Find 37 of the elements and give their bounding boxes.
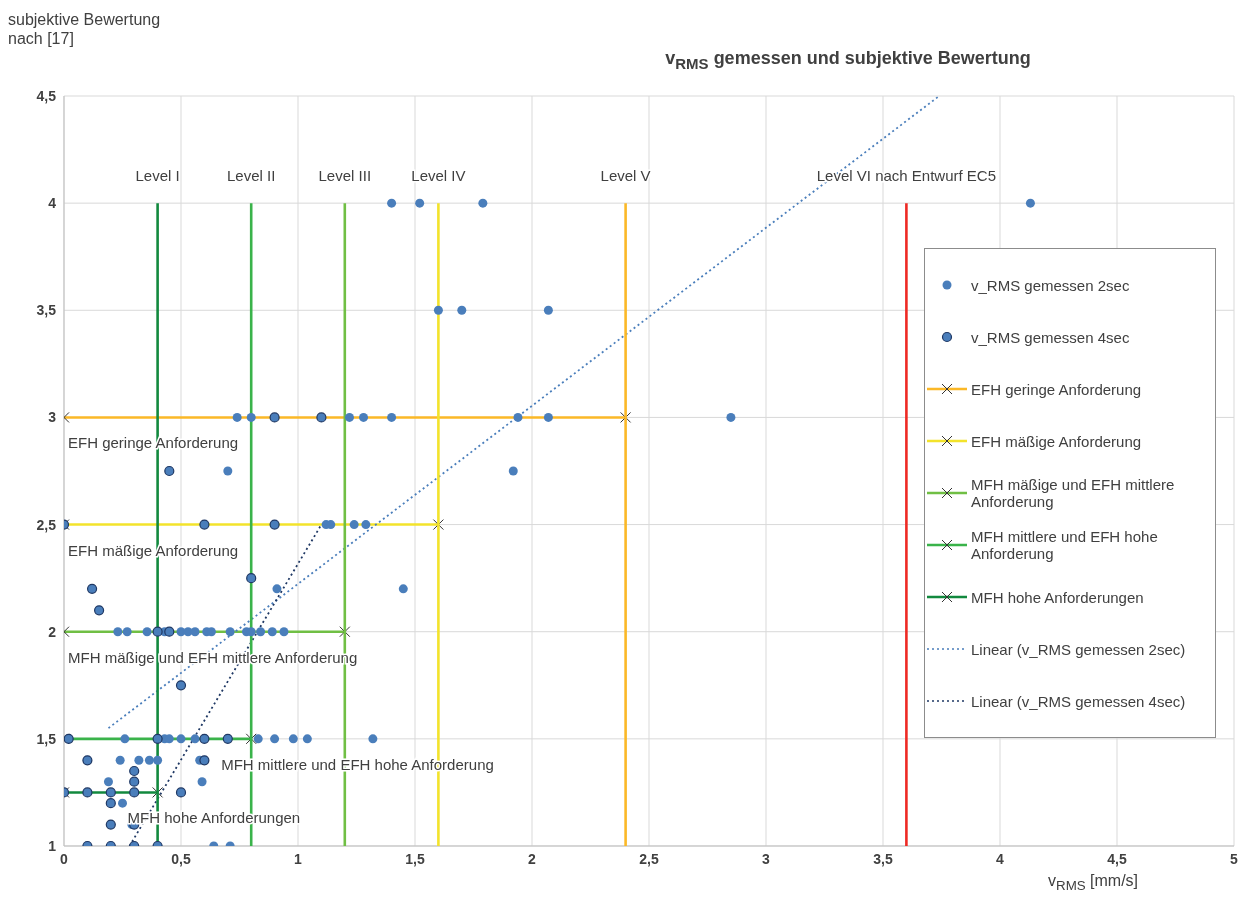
y-tick-label: 4 [48, 195, 57, 212]
x-tick-label: 2,5 [639, 850, 659, 867]
annotation: Level III [318, 167, 372, 185]
annotation: Level VI nach Entwurf EC5 [816, 167, 997, 185]
legend-label: EFH geringe Anforderung [971, 380, 1142, 398]
legend-label: MFH mittlere und EFH hohe Anforderung [971, 528, 1159, 562]
x-tick-label: 5 [1230, 850, 1239, 867]
x-axis-title: v$_{RMS}$ [mm/s] [1048, 872, 1139, 894]
x-tick-label: 2 [528, 850, 537, 867]
x-tick-label: 3,5 [873, 850, 893, 867]
x-tick-label: 1 [294, 850, 303, 867]
legend-label: MFH hohe Anforderungen [971, 588, 1144, 606]
x-tick-label: 1,5 [405, 850, 425, 867]
legend-label: EFH mäßige Anforderung [971, 432, 1142, 450]
annotation: Level V [600, 167, 651, 185]
annotation: Level IV [411, 167, 466, 185]
y-tick-label: 3 [48, 409, 57, 426]
annotation: Level I [135, 167, 180, 185]
x-tick-label: 3 [762, 850, 771, 867]
legend-label: v_RMS gemessen 4sec [971, 328, 1130, 346]
y-tick-label: 2 [48, 623, 57, 640]
x-tick-label: 0 [60, 850, 69, 867]
chart-title: v$_{RMS}$ gemessen und subjektive Bewertung [665, 48, 1031, 72]
annotation: Level II [227, 167, 276, 185]
legend-label: Linear (v_RMS gemessen 4sec) [971, 692, 1186, 710]
y-tick-label: 3,5 [36, 302, 57, 319]
legend-label: MFH mäßige und EFH mittlere Anforderung [971, 476, 1176, 510]
y-tick-label: 1 [48, 837, 57, 854]
y-tick-label: 2,5 [36, 516, 57, 533]
x-tick-label: 4,5 [1107, 850, 1127, 867]
y-tick-label: 4,5 [36, 87, 57, 104]
legend-label: Linear (v_RMS gemessen 2sec) [971, 640, 1186, 658]
x-tick-label: 4 [996, 850, 1005, 867]
y-tick-label: 1,5 [36, 730, 57, 747]
y-axis-title: subjektive Bewertung nach [17] [8, 11, 161, 47]
x-tick-label: 0,5 [171, 850, 191, 867]
legend-label: v_RMS gemessen 2sec [971, 276, 1130, 294]
